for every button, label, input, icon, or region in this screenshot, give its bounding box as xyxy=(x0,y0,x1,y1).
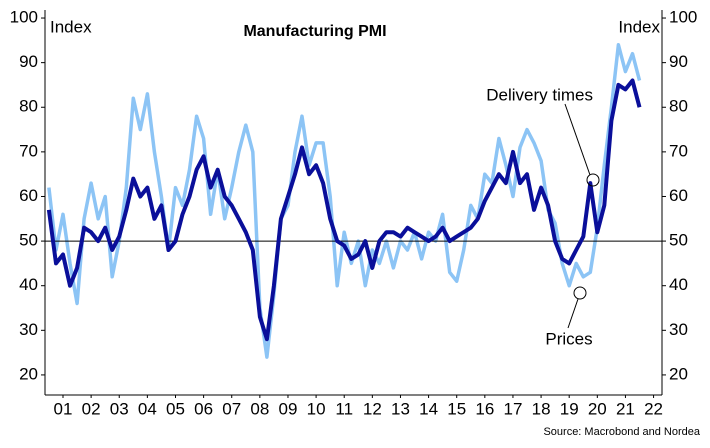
y-tick-label: 90 xyxy=(19,52,38,71)
y-tick-label: 80 xyxy=(19,97,38,116)
line-series xyxy=(47,43,642,359)
x-tick-label: 20 xyxy=(588,399,607,418)
annotation: Delivery times xyxy=(486,85,593,104)
y2-tick-label: 60 xyxy=(669,186,688,205)
y2-axis-label: Index xyxy=(618,17,660,36)
x-tick-label: 17 xyxy=(503,399,522,418)
y2-tick-label: 30 xyxy=(669,320,688,339)
plot xyxy=(45,43,662,359)
annotation-circle xyxy=(573,286,587,300)
x-tick-label: 12 xyxy=(363,399,382,418)
y-tick-label: 70 xyxy=(19,141,38,160)
x-tick-label: 21 xyxy=(616,399,635,418)
y2-tick-label: 70 xyxy=(669,141,688,160)
y-tick-label: 50 xyxy=(19,231,38,250)
x-tick-label: 10 xyxy=(307,399,326,418)
x-tick-label: 03 xyxy=(110,399,129,418)
chart-title: Manufacturing PMI xyxy=(243,23,386,40)
x-tick-label: 06 xyxy=(194,399,213,418)
x-tick-label: 04 xyxy=(138,399,157,418)
y2-tick-label: 40 xyxy=(669,275,688,294)
x-tick-label: 19 xyxy=(560,399,579,418)
y-axis-label: Index xyxy=(50,17,92,36)
y2-tick-label: 20 xyxy=(669,364,688,383)
y-tick-label: 100 xyxy=(10,8,38,27)
x-tick-label: 11 xyxy=(335,399,353,418)
y2-tick-label: 50 xyxy=(669,231,688,250)
x-tick-label: 13 xyxy=(391,399,410,418)
y-tick-label: 30 xyxy=(19,320,38,339)
x-tick-label: 05 xyxy=(166,399,185,418)
annotation-circle xyxy=(586,173,600,187)
line-series xyxy=(46,78,642,342)
annotation: Prices xyxy=(545,329,592,348)
x-tick-label: 02 xyxy=(82,399,101,418)
source: Source: Macrobond and Nordea xyxy=(543,426,700,438)
x-tick-label: 14 xyxy=(419,399,438,418)
x-tick-label: 01 xyxy=(54,399,73,418)
leader-line xyxy=(567,298,579,329)
x-tick-label: 22 xyxy=(644,399,663,418)
y-tick-label: 60 xyxy=(19,186,38,205)
x-tick-label: 08 xyxy=(250,399,269,418)
leader-line xyxy=(564,103,591,176)
y2-tick-label: 80 xyxy=(669,97,688,116)
x-tick-label: 18 xyxy=(532,399,551,418)
y-tick-label: 40 xyxy=(19,275,38,294)
y2-tick-label: 90 xyxy=(669,52,688,71)
x-tick-label: 15 xyxy=(447,399,466,418)
y2-tick-label: 100 xyxy=(669,8,697,27)
x-tick-label: 09 xyxy=(279,399,298,418)
y-tick-label: 20 xyxy=(19,364,38,383)
x-tick-label: 07 xyxy=(222,399,241,418)
x-tick-label: 16 xyxy=(475,399,494,418)
